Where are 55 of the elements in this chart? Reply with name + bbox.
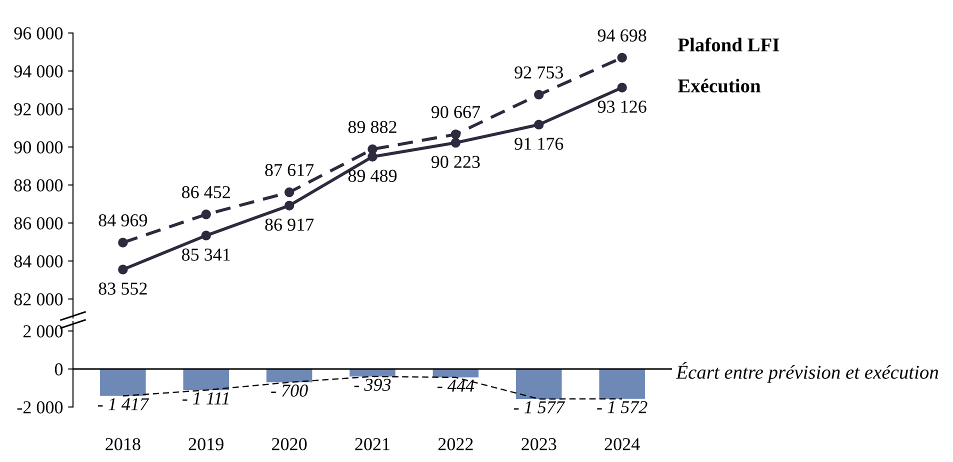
x-tick-label: 2024 [604, 438, 640, 450]
data-label: - 1 577 [514, 401, 566, 414]
x-tick-label: 2019 [188, 438, 224, 450]
point [617, 82, 627, 92]
x-tick-label: 2022 [438, 438, 473, 450]
y-tick-label: -2 000 [17, 401, 63, 414]
point [450, 129, 461, 140]
x-tick-label: 2021 [355, 438, 390, 450]
y-tick-label: 88 000 [14, 179, 63, 192]
series-label: Écart entre prévision et exécution [676, 362, 938, 383]
text: Plafond LFI [678, 38, 780, 52]
data-label: - 444 [438, 380, 474, 392]
y-tick-label: 96 000 [14, 27, 63, 40]
point [450, 138, 461, 148]
y-tick-label: 92 000 [14, 103, 63, 116]
data-label: 90 223 [431, 156, 480, 168]
y-tick-label: 90 000 [14, 141, 63, 154]
data-label: 87 617 [265, 164, 314, 176]
x-tick-label: 2018 [106, 438, 140, 450]
data-label: - 1 111 [182, 392, 228, 404]
y-tick-label: 82 000 [14, 293, 63, 306]
data-label: 89 882 [348, 120, 396, 134]
data-label: - 1 572 [597, 401, 648, 414]
point [534, 90, 544, 100]
data-label: 92 753 [514, 66, 564, 79]
data-label: - 1 417 [98, 398, 150, 410]
point [284, 200, 294, 210]
data-label: 84 969 [98, 214, 148, 226]
y-tick-label: 94 000 [14, 65, 63, 78]
data-label: - 700 [271, 384, 308, 397]
point [617, 52, 627, 63]
point [201, 210, 211, 220]
y-tick-label: 0 [54, 363, 63, 376]
text: Exécution [678, 78, 761, 93]
data-label: 94 698 [598, 29, 646, 42]
y-tick-label: 2 000 [23, 325, 63, 338]
point [284, 187, 294, 198]
point [118, 264, 128, 274]
data-label: 86 452 [182, 186, 230, 198]
point [118, 238, 128, 248]
data-label: 91 176 [514, 138, 564, 150]
point [201, 230, 211, 240]
data-label: 83 552 [98, 282, 147, 295]
point [368, 152, 378, 162]
data-label: 89 489 [348, 170, 397, 182]
data-label: 90 667 [431, 106, 480, 118]
data-label: 86 917 [265, 218, 314, 231]
data-label: 93 126 [598, 100, 646, 113]
point [534, 120, 544, 130]
y-tick-label: 84 000 [14, 255, 63, 268]
y-tick-label: 86 000 [14, 217, 63, 230]
data-label: - 393 [354, 378, 391, 391]
x-tick-label: 2020 [272, 438, 307, 450]
x-tick-label: 2023 [522, 438, 556, 450]
data-label: 85 341 [182, 248, 230, 261]
